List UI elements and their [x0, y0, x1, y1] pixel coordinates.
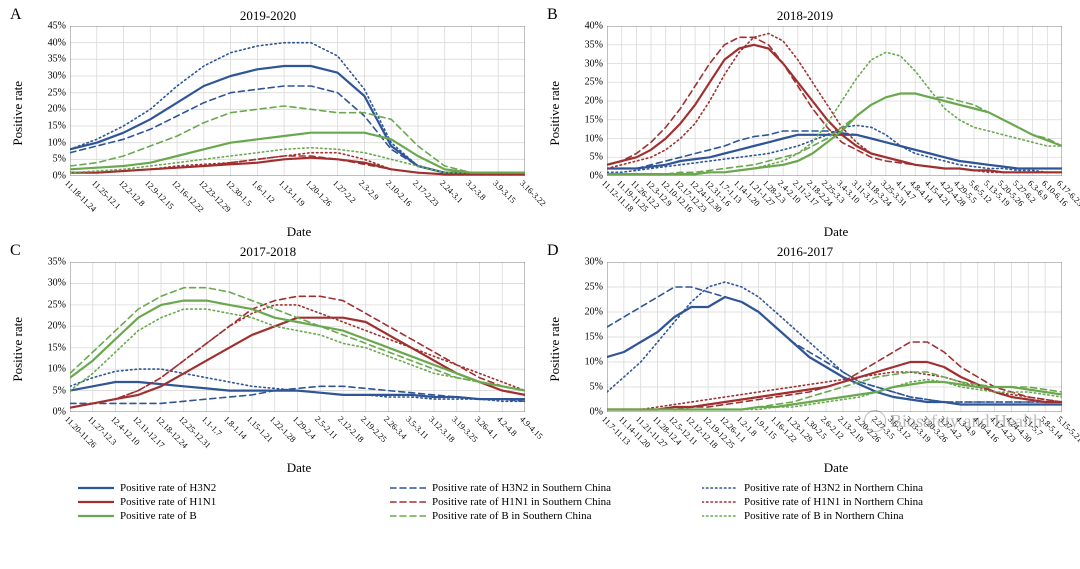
x-ticks: 11.18-11.2411.25-12.112.2-12.812.9-12.15…	[70, 176, 525, 230]
series-h1n1_dash	[607, 37, 1062, 172]
panel-C: C 2017-2018 Positive rate 0%5%10%15%20%2…	[8, 244, 528, 476]
panel-D: D 2016-2017 Positive rate 0%5%10%15%20%2…	[545, 244, 1065, 476]
y-axis-label: Positive rate	[545, 317, 565, 382]
panel-letter: C	[10, 242, 21, 260]
series-h3n2_dot	[70, 43, 525, 173]
x-ticks: 11.20-11.2611.27-12.312.4-12.1012.11-12.…	[70, 412, 525, 466]
legend: Positive rate of H3N2 Positive rate of H…	[8, 482, 1072, 522]
legend-label: Positive rate of H3N2 in Northern China	[744, 482, 923, 494]
series-h1n1_dash	[607, 342, 1062, 410]
series-h3n2_solid	[607, 135, 1062, 169]
x-ticks: 11.12-11.1811.19-11.2511.26-12.212.3-12.…	[607, 176, 1062, 230]
y-ticks: 0%5%10%15%20%25%30%35%40%45%	[30, 26, 68, 240]
series-h3n2_solid	[70, 66, 525, 173]
legend-item: Positive rate of B in Northern China	[702, 510, 1002, 522]
legend-item: Positive rate of H3N2	[78, 482, 378, 494]
panel-B: B 2018-2019 Positive rate 0%5%10%15%20%2…	[545, 8, 1065, 240]
legend-label: Positive rate of H3N2	[120, 482, 216, 494]
panel-letter: B	[547, 6, 558, 24]
figure-root: A 2019-2020 Positive rate 0%5%10%15%20%2…	[8, 8, 1072, 522]
plot-area	[607, 26, 1062, 176]
panel-letter: A	[10, 6, 22, 24]
y-axis-label: Positive rate	[8, 317, 28, 382]
y-ticks: 0%5%10%15%20%25%30%	[567, 262, 605, 476]
x-ticks: 11.7-11.1311.14-11.2011.21-11.2711.28-12…	[607, 412, 1062, 466]
plot-area	[70, 262, 525, 412]
plot-area	[70, 26, 525, 176]
legend-item: Positive rate of H3N2 in Southern China	[390, 482, 690, 494]
y-ticks: 0%5%10%15%20%25%30%35%40%	[567, 26, 605, 240]
series-b_dot	[607, 52, 1062, 174]
legend-item: Positive rate of H1N1 in Southern China	[390, 496, 690, 508]
legend-item: Positive rate of B in Southern China	[390, 510, 690, 522]
legend-label: Positive rate of B in Northern China	[744, 510, 903, 522]
series-h3n2_solid	[607, 297, 1062, 405]
legend-label: Positive rate of B in Southern China	[432, 510, 591, 522]
series-h1n1_dot	[607, 34, 1062, 173]
legend-label: Positive rate of H1N1	[120, 496, 216, 508]
legend-label: Positive rate of H1N1 in Northern China	[744, 496, 923, 508]
panel-title: 2017-2018	[8, 244, 528, 260]
panel-grid: A 2019-2020 Positive rate 0%5%10%15%20%2…	[8, 8, 1072, 476]
legend-item: Positive rate of H1N1 in Northern China	[702, 496, 1002, 508]
legend-label: Positive rate of B	[120, 510, 197, 522]
legend-label: Positive rate of H1N1 in Southern China	[432, 496, 611, 508]
panel-A: A 2019-2020 Positive rate 0%5%10%15%20%2…	[8, 8, 528, 240]
y-ticks: 0%5%10%15%20%25%30%35%	[30, 262, 68, 476]
legend-item: Positive rate of H1N1	[78, 496, 378, 508]
plot-area	[607, 262, 1062, 412]
panel-title: 2018-2019	[545, 8, 1065, 24]
y-axis-label: Positive rate	[8, 81, 28, 146]
legend-item: Positive rate of B	[78, 510, 378, 522]
legend-label: Positive rate of H3N2 in Southern China	[432, 482, 611, 494]
panel-title: 2016-2017	[545, 244, 1065, 260]
legend-item: Positive rate of H3N2 in Northern China	[702, 482, 1002, 494]
panel-title: 2019-2020	[8, 8, 528, 24]
series-h1n1_solid	[607, 45, 1062, 173]
y-axis-label: Positive rate	[545, 81, 565, 146]
panel-letter: D	[547, 242, 559, 260]
